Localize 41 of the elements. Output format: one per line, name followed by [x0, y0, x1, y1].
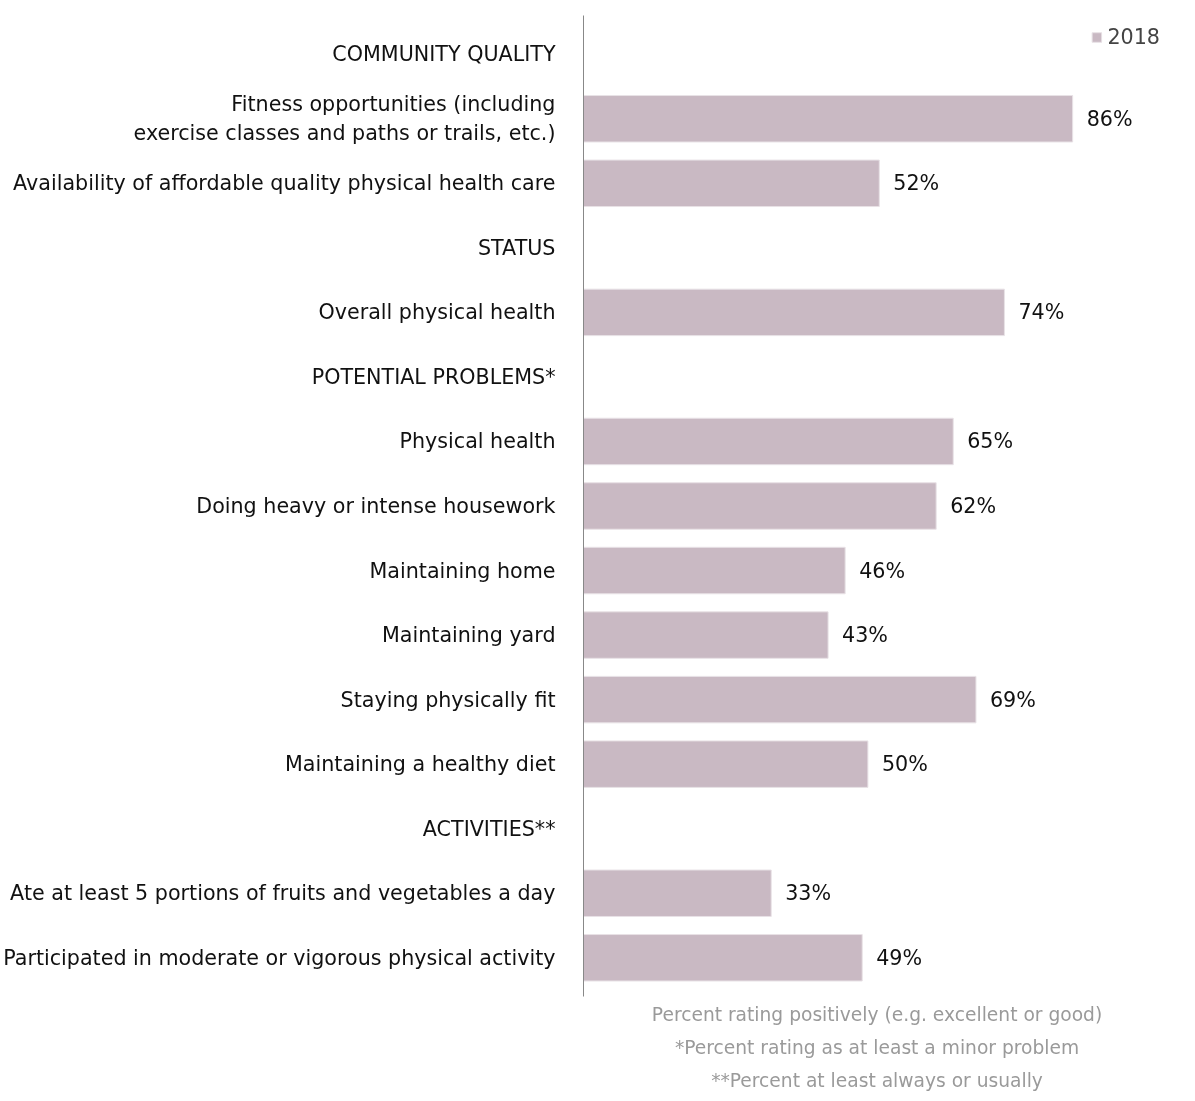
- bar: [583, 869, 772, 917]
- text: Percent rating positively (e.g. excellent or good): [651, 1003, 1103, 1025]
- data-label: 49%: [876, 945, 923, 970]
- bar: [583, 417, 954, 466]
- y-tick-label: Staying physically fit: [340, 687, 556, 712]
- y-tick-label: COMMUNITY QUALITY: [332, 42, 556, 67]
- data-label: 65%: [967, 429, 1014, 454]
- bar: [583, 740, 869, 788]
- y-tick-label: Physical health: [399, 429, 556, 454]
- y-tick-label: Maintaining home: [369, 558, 556, 583]
- y-tick-label: Maintaining a healthy diet: [285, 752, 556, 777]
- y-tick-label: Maintaining yard: [381, 623, 556, 648]
- y-tick-label: Participated in moderate or vigorous physical activity: [3, 945, 556, 970]
- data-label: 52%: [893, 171, 940, 196]
- y-tick-label: Overall physical health: [318, 300, 556, 325]
- data-label: 33%: [785, 881, 832, 906]
- data-label: 74%: [1018, 300, 1065, 325]
- data-label: 69%: [989, 687, 1036, 712]
- y-tick-label: STATUS: [478, 235, 556, 260]
- bar: [583, 611, 829, 659]
- data-label: 86%: [1086, 106, 1133, 131]
- bar: [583, 546, 846, 595]
- bar: [583, 288, 1005, 337]
- bar: [583, 482, 937, 530]
- y-tick-label: POTENTIAL PROBLEMS*: [311, 364, 556, 389]
- bar: [583, 95, 1074, 143]
- legend-label: 2018: [1107, 25, 1160, 49]
- data-label: 62%: [950, 494, 997, 518]
- text: **Percent at least always or usually: [711, 1069, 1043, 1091]
- data-label: 43%: [842, 623, 889, 648]
- y-tick-label: Fitness opportunities (including exercise classes and paths or trails, etc.): [133, 92, 556, 146]
- data-label: 50%: [881, 752, 928, 777]
- y-tick-label: Availability of affordable quality physical health care: [13, 171, 556, 196]
- bar: [583, 934, 863, 982]
- y-tick-label: ACTIVITIES**: [422, 816, 556, 841]
- bar: [583, 675, 977, 724]
- y-tick-label: Doing heavy or intense housework: [196, 494, 556, 518]
- text: *Percent rating as at least a minor problem: [674, 1036, 1080, 1058]
- bar: [583, 159, 880, 208]
- data-label: 46%: [859, 558, 906, 583]
- y-tick-label: Ate at least 5 portions of fruits and vegetables a day: [10, 881, 556, 906]
